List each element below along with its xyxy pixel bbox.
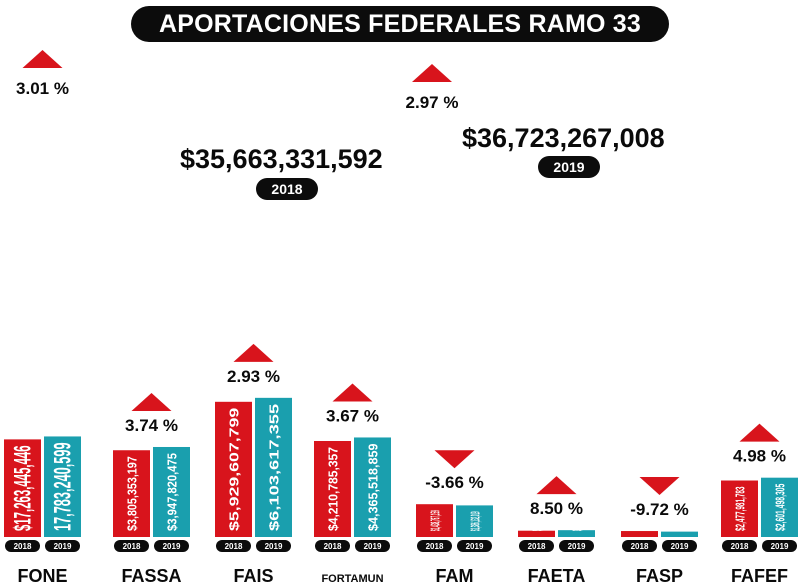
- category-label-fortamun: FORTAMUN: [321, 573, 383, 585]
- value-label-2018-fasp: $261,333,321: [633, 521, 648, 531]
- up-arrow-icon-fassa: [131, 392, 172, 411]
- value-label-2019-faeta: $299,511,659: [570, 521, 585, 531]
- year-label-2018-fone: 2018: [14, 542, 32, 551]
- up-arrow-icon-fortamun: [332, 383, 373, 402]
- change-percent-fam: -3.66 %: [425, 473, 484, 492]
- year-pill-2019-fassa: [154, 540, 189, 552]
- down-arrow-icon-fam: [434, 450, 475, 469]
- bar-2019-fortamun: [354, 437, 391, 537]
- year-pill-2019-faeta: [559, 540, 594, 552]
- category-label-fam: FAM: [436, 566, 474, 586]
- up-arrow-icon-faeta: [536, 476, 577, 495]
- down-arrow-icon-fasp: [639, 477, 680, 496]
- bar-2019-fais: [255, 397, 292, 537]
- category-label-fafef: FAFEF: [731, 566, 788, 586]
- total-2019: $36,723,267,008: [462, 123, 665, 153]
- year-label-2019-fortamun: 2019: [364, 542, 382, 551]
- year-pill-2018-fortamun: [315, 540, 350, 552]
- bar-2018-fasp: [621, 531, 658, 537]
- bar-2018-faeta: [518, 530, 555, 537]
- category-label-fais: FAIS: [233, 566, 273, 586]
- value-label-2018-fafef: $2,477,981,783: [733, 487, 748, 531]
- year-label-2018-fam: 2018: [426, 542, 444, 551]
- bar-2018-fam: [416, 504, 453, 537]
- category-label-fassa: FASSA: [121, 566, 181, 586]
- year-pill-2019-fortamun: [355, 540, 390, 552]
- year-label-2019-fam: 2019: [466, 542, 484, 551]
- year-pill-2018-fam: [417, 540, 452, 552]
- category-label-fone: FONE: [17, 566, 67, 586]
- year-pill-2019-fais: [256, 540, 291, 552]
- bar-2019-fasp: [661, 531, 698, 537]
- year-pill-2019-fasp: [662, 540, 697, 552]
- bar-2018-fortamun: [314, 440, 351, 537]
- value-label-2019-fam: $1,386,132,019: [468, 511, 483, 531]
- year-pill-2019-fone: [45, 540, 80, 552]
- change-percent-fassa: 3.74 %: [125, 416, 178, 435]
- year-label-2019-fais: 2019: [265, 542, 283, 551]
- year-pill-2019-fafef: [762, 540, 797, 552]
- total-2018-year-pill: 2018: [256, 178, 318, 200]
- value-label-2019-fortamun: $4,365,518,859: [366, 443, 381, 531]
- year-label-2019-faeta: 2019: [568, 542, 586, 551]
- change-percent-fafef: 4.98 %: [733, 447, 786, 466]
- value-label-2018-fassa: $3,805,353,197: [125, 456, 140, 531]
- bar-2019-fone: [44, 436, 81, 537]
- year-label-2018-fassa: 2018: [123, 542, 141, 551]
- value-label-2019-fassa: $3,947,820,475: [165, 453, 180, 531]
- value-label-2019-fafef: $2,601,498,305: [773, 484, 788, 531]
- up-arrow-icon-fone: [22, 50, 63, 68]
- category-label-fasp: FASP: [636, 566, 683, 586]
- total-2018: $35,663,331,592: [180, 144, 383, 174]
- up-arrow-icon-fafef: [739, 423, 780, 442]
- value-label-2019-fone: 17,783,240,599: [50, 442, 77, 531]
- year-pill-2018-fassa: [114, 540, 149, 552]
- bar-2019-faeta: [558, 530, 595, 537]
- bar-2019-fafef: [761, 477, 798, 537]
- year-label-2018-fafef: 2018: [731, 542, 749, 551]
- year-pill-2018-fafef: [722, 540, 757, 552]
- category-label-faeta: FAETA: [528, 566, 586, 586]
- year-label-2019-fasp: 2019: [671, 542, 689, 551]
- total-change-percent: 2.97 %: [406, 93, 459, 112]
- up-arrow-icon-fais: [233, 343, 274, 362]
- value-label-2019-fais: $6,103,617,355: [267, 404, 282, 531]
- year-pill-2018-fais: [216, 540, 251, 552]
- value-label-2018-faeta: $276,057,530: [530, 521, 545, 531]
- bar-2019-fassa: [153, 446, 190, 537]
- value-label-2019-fasp: $235,927,737: [673, 521, 688, 531]
- year-label-2018-fais: 2018: [225, 542, 243, 551]
- year-label-2018-fasp: 2018: [631, 542, 649, 551]
- year-label-2019-fone: 2019: [54, 542, 72, 551]
- bar-2018-fone: [4, 439, 41, 537]
- change-percent-faeta: 8.50 %: [530, 499, 583, 518]
- bar-2018-fafef: [721, 480, 758, 537]
- value-label-2018-fais: $5,929,607,799: [227, 408, 242, 531]
- value-label-2018-fortamun: $4,210,785,357: [326, 447, 341, 531]
- bar-2018-fassa: [113, 450, 150, 537]
- year-label-2019-fassa: 2019: [163, 542, 181, 551]
- total-up-arrow-icon: [412, 64, 452, 82]
- chart-title: APORTACIONES FEDERALES RAMO 33: [131, 6, 669, 42]
- year-pill-2018-fasp: [622, 540, 657, 552]
- value-label-2018-fone: $17,263,445,446: [10, 445, 37, 531]
- bar-2018-fais: [215, 401, 252, 537]
- change-percent-fone: 3.01 %: [16, 79, 69, 98]
- change-percent-fais: 2.93 %: [227, 367, 280, 386]
- year-label-2018-fortamun: 2018: [324, 542, 342, 551]
- year-label-2018-faeta: 2018: [528, 542, 546, 551]
- value-label-2018-fam: $1,438,767,159: [428, 510, 443, 531]
- total-2019-year-pill: 2019: [538, 156, 600, 178]
- change-percent-fortamun: 3.67 %: [326, 406, 379, 425]
- year-pill-2018-fone: [5, 540, 40, 552]
- change-percent-fasp: -9.72 %: [630, 500, 689, 519]
- bar-2019-fam: [456, 505, 493, 537]
- year-label-2019-fafef: 2019: [771, 542, 789, 551]
- year-pill-2018-faeta: [519, 540, 554, 552]
- year-pill-2019-fam: [457, 540, 492, 552]
